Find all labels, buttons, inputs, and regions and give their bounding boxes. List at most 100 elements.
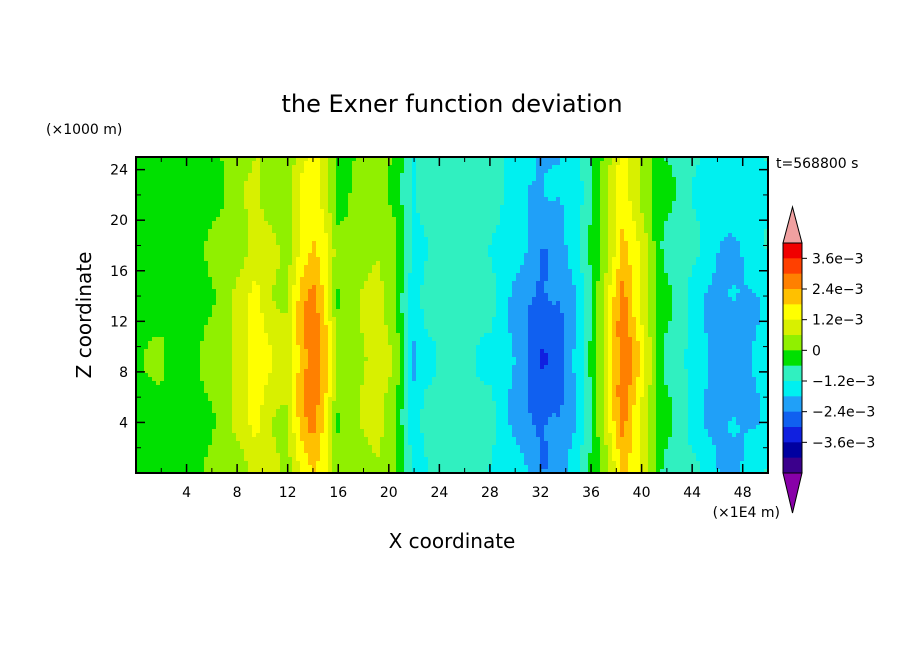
- contour-cell: [164, 201, 169, 206]
- contour-cell: [664, 161, 669, 166]
- contour-cell: [324, 253, 329, 258]
- contour-cell: [720, 209, 725, 214]
- contour-cell: [240, 209, 245, 214]
- contour-cell: [708, 205, 713, 210]
- contour-cell: [188, 249, 193, 254]
- contour-cell: [336, 197, 341, 202]
- contour-cell: [348, 169, 353, 174]
- contour-cell: [272, 165, 277, 170]
- contour-cell: [676, 209, 681, 214]
- contour-cell: [620, 185, 625, 190]
- contour-cell: [544, 209, 549, 214]
- contour-cell: [696, 253, 701, 258]
- contour-cell: [428, 281, 433, 286]
- contour-cell: [696, 197, 701, 202]
- contour-cell: [652, 265, 657, 270]
- contour-cell: [636, 277, 641, 282]
- contour-cell: [608, 269, 613, 274]
- contour-cell: [432, 173, 437, 178]
- contour-cell: [168, 281, 173, 286]
- contour-cell: [584, 217, 589, 222]
- contour-cell: [432, 241, 437, 246]
- contour-cell: [724, 237, 729, 242]
- contour-cell: [504, 269, 509, 274]
- contour-cell: [460, 217, 465, 222]
- contour-cell: [696, 209, 701, 214]
- contour-cell: [292, 253, 297, 258]
- contour-cell: [272, 161, 277, 166]
- contour-cell: [552, 277, 557, 282]
- contour-cell: [640, 193, 645, 198]
- contour-cell: [248, 161, 253, 166]
- contour-cell: [232, 225, 237, 230]
- contour-cell: [760, 173, 765, 178]
- contour-cell: [324, 201, 329, 206]
- contour-cell: [452, 253, 457, 258]
- contour-cell: [688, 253, 693, 258]
- contour-cell: [716, 161, 721, 166]
- contour-cell: [504, 197, 509, 202]
- contour-cell: [592, 277, 597, 282]
- contour-cell: [648, 201, 653, 206]
- contour-cell: [188, 241, 193, 246]
- contour-cell: [448, 249, 453, 254]
- contour-cell: [412, 193, 417, 198]
- contour-cell: [420, 177, 425, 182]
- contour-cell: [652, 181, 657, 186]
- contour-cell: [764, 229, 768, 234]
- contour-cell: [312, 221, 317, 226]
- contour-cell: [548, 217, 553, 222]
- contour-cell: [636, 257, 641, 262]
- contour-cell: [280, 265, 285, 270]
- contour-cell: [176, 213, 181, 218]
- contour-cell: [136, 189, 141, 194]
- contour-cell: [340, 161, 345, 166]
- contour-cell: [460, 189, 465, 194]
- contour-cell: [604, 277, 609, 282]
- contour-cell: [516, 273, 521, 278]
- contour-cell: [320, 193, 325, 198]
- contour-cell: [708, 185, 713, 190]
- contour-cell: [352, 181, 357, 186]
- contour-cell: [700, 273, 705, 278]
- contour-cell: [236, 277, 241, 282]
- contour-cell: [632, 205, 637, 210]
- contour-cell: [452, 165, 457, 170]
- contour-cell: [588, 225, 593, 230]
- contour-cell: [260, 185, 265, 190]
- contour-cell: [504, 221, 509, 226]
- contour-cell: [152, 209, 157, 214]
- contour-cell: [312, 217, 317, 222]
- contour-cell: [440, 245, 445, 250]
- contour-cell: [496, 209, 501, 214]
- contour-cell: [620, 249, 625, 254]
- contour-cell: [628, 277, 633, 282]
- contour-cell: [428, 217, 433, 222]
- contour-cell: [764, 241, 768, 246]
- contour-cell: [472, 189, 477, 194]
- contour-cell: [548, 213, 553, 218]
- contour-cell: [160, 277, 165, 282]
- contour-cell: [588, 165, 593, 170]
- contour-cell: [236, 173, 241, 178]
- contour-cell: [248, 265, 253, 270]
- contour-cell: [744, 225, 749, 230]
- contour-cell: [732, 201, 737, 206]
- contour-cell: [552, 213, 557, 218]
- contour-cell: [380, 241, 385, 246]
- contour-cell: [652, 261, 657, 266]
- contour-cell: [708, 237, 713, 242]
- contour-cell: [712, 209, 717, 214]
- contour-cell: [684, 269, 689, 274]
- contour-cell: [536, 165, 541, 170]
- contour-cell: [544, 261, 549, 266]
- contour-cell: [512, 233, 517, 238]
- contour-cell: [304, 209, 309, 214]
- contour-cell: [704, 173, 709, 178]
- contour-cell: [708, 173, 713, 178]
- contour-cell: [416, 189, 421, 194]
- contour-cell: [336, 181, 341, 186]
- contour-cell: [348, 229, 353, 234]
- contour-cell: [136, 221, 141, 226]
- contour-cell: [476, 265, 481, 270]
